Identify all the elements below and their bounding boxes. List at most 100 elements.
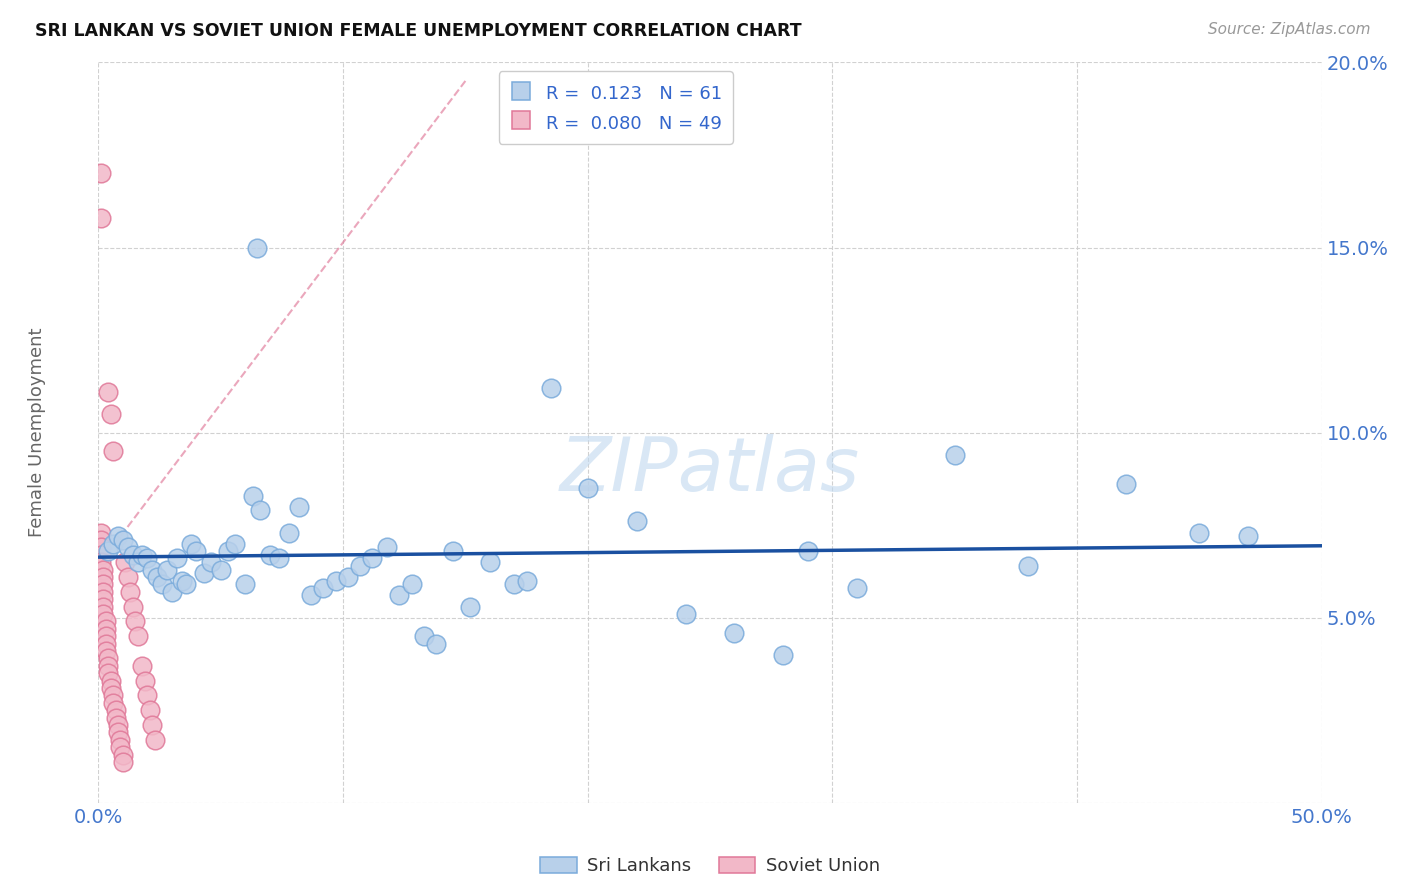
Point bbox=[540, 381, 562, 395]
Point bbox=[91, 584, 114, 599]
Point bbox=[100, 681, 122, 695]
Point bbox=[503, 577, 526, 591]
Point bbox=[127, 555, 149, 569]
Point bbox=[325, 574, 347, 588]
Point bbox=[97, 658, 120, 673]
Point bbox=[90, 525, 112, 540]
Point bbox=[312, 581, 335, 595]
Point bbox=[412, 629, 434, 643]
Point bbox=[224, 537, 246, 551]
Point bbox=[1237, 529, 1260, 543]
Point bbox=[246, 241, 269, 255]
Point bbox=[100, 407, 122, 421]
Point bbox=[131, 658, 153, 673]
Point bbox=[101, 444, 124, 458]
Point bbox=[91, 607, 114, 621]
Point bbox=[111, 533, 134, 547]
Point bbox=[97, 651, 120, 665]
Point bbox=[278, 525, 301, 540]
Point bbox=[1017, 558, 1039, 573]
Point bbox=[217, 544, 239, 558]
Point bbox=[675, 607, 697, 621]
Point bbox=[515, 574, 537, 588]
Point bbox=[209, 563, 232, 577]
Point bbox=[117, 541, 139, 555]
Point bbox=[388, 589, 411, 603]
Point bbox=[170, 574, 193, 588]
Point bbox=[110, 732, 132, 747]
Point bbox=[146, 570, 169, 584]
Point bbox=[269, 551, 291, 566]
Point bbox=[94, 615, 117, 629]
Point bbox=[136, 689, 159, 703]
Point bbox=[150, 577, 173, 591]
Point bbox=[288, 500, 311, 514]
Text: SRI LANKAN VS SOVIET UNION FEMALE UNEMPLOYMENT CORRELATION CHART: SRI LANKAN VS SOVIET UNION FEMALE UNEMPL… bbox=[35, 22, 801, 40]
Point bbox=[94, 629, 117, 643]
Point bbox=[723, 625, 745, 640]
Point bbox=[114, 555, 136, 569]
Point bbox=[186, 544, 208, 558]
Point bbox=[107, 725, 129, 739]
Point bbox=[943, 448, 966, 462]
Point bbox=[156, 563, 179, 577]
Text: Source: ZipAtlas.com: Source: ZipAtlas.com bbox=[1208, 22, 1371, 37]
Point bbox=[349, 558, 371, 573]
Point bbox=[143, 732, 166, 747]
Point bbox=[90, 555, 112, 569]
Point bbox=[121, 599, 143, 614]
Point bbox=[626, 515, 648, 529]
Point bbox=[91, 599, 114, 614]
Point bbox=[361, 551, 384, 566]
Point bbox=[110, 740, 132, 755]
Point bbox=[193, 566, 215, 581]
Point bbox=[91, 570, 114, 584]
Point bbox=[478, 555, 501, 569]
Point bbox=[242, 489, 264, 503]
Point bbox=[104, 711, 127, 725]
Point bbox=[160, 584, 183, 599]
Point bbox=[136, 551, 159, 566]
Point bbox=[139, 703, 162, 717]
Point bbox=[141, 718, 163, 732]
Point bbox=[797, 544, 820, 558]
Point bbox=[458, 599, 481, 614]
Point bbox=[299, 589, 322, 603]
Point bbox=[100, 673, 122, 688]
Point bbox=[127, 629, 149, 643]
Point bbox=[111, 755, 134, 769]
Point bbox=[97, 666, 120, 681]
Point bbox=[259, 548, 281, 562]
Point bbox=[176, 577, 198, 591]
Point bbox=[120, 584, 142, 599]
Point bbox=[101, 537, 124, 551]
Point bbox=[117, 570, 139, 584]
Point bbox=[90, 211, 112, 225]
Point bbox=[131, 548, 153, 562]
Point bbox=[233, 577, 256, 591]
Point bbox=[111, 747, 134, 762]
Point bbox=[94, 622, 117, 636]
Point bbox=[91, 563, 114, 577]
Point bbox=[425, 637, 447, 651]
Point bbox=[166, 551, 188, 566]
Point bbox=[90, 548, 112, 562]
Legend: Sri Lankans, Soviet Union: Sri Lankans, Soviet Union bbox=[533, 850, 887, 882]
Point bbox=[107, 718, 129, 732]
Point bbox=[94, 637, 117, 651]
Point bbox=[1115, 477, 1137, 491]
Point bbox=[90, 541, 112, 555]
Point bbox=[91, 577, 114, 591]
Point bbox=[134, 673, 156, 688]
Point bbox=[90, 166, 112, 180]
Point bbox=[576, 481, 599, 495]
Point bbox=[101, 689, 124, 703]
Text: Female Unemployment: Female Unemployment bbox=[28, 328, 46, 537]
Point bbox=[336, 570, 359, 584]
Point bbox=[101, 696, 124, 710]
Point bbox=[401, 577, 423, 591]
Point bbox=[121, 548, 143, 562]
Point bbox=[441, 544, 464, 558]
Point bbox=[141, 563, 163, 577]
Point bbox=[104, 703, 127, 717]
